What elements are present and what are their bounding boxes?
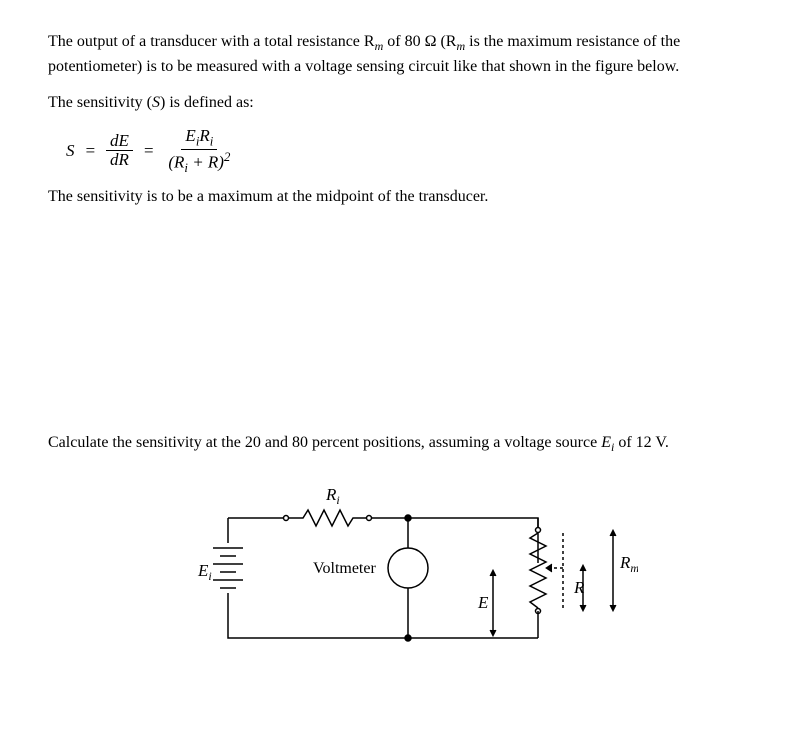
formula-eq2: = — [143, 138, 154, 164]
midpoint-note: The sensitivity is to be a maximum at th… — [48, 185, 758, 209]
formula-eq1: = — [85, 138, 96, 164]
text1a: The output of a transducer with a total … — [48, 33, 375, 50]
label-R: R — [573, 578, 585, 597]
label-E: E — [477, 593, 489, 612]
frac2-num: EiRi — [181, 127, 217, 149]
label-voltmeter: Voltmeter — [313, 560, 376, 577]
formula-lhs: S — [66, 138, 75, 164]
text2a: The sensitivity ( — [48, 94, 152, 111]
frac2-den: (Ri + R)2 — [164, 150, 234, 175]
text2b: ) is defined as: — [160, 94, 254, 111]
frac-dEdR: dE dR — [106, 132, 133, 170]
dR: dR — [106, 151, 133, 170]
text2s: S — [152, 94, 160, 111]
circuit-diagram: Ei Ri Voltmeter E R Rm — [48, 468, 758, 658]
sensitivity-formula: S = dE dR = EiRi (Ri + R)2 — [66, 127, 758, 174]
label-Ei: Ei — [197, 561, 212, 583]
text4-ei: E — [601, 434, 611, 451]
dE: dE — [106, 132, 133, 152]
text1-sub: m — [375, 39, 384, 53]
problem-intro: The output of a transducer with a total … — [48, 30, 758, 79]
question-prompt: Calculate the sensitivity at the 20 and … — [48, 431, 758, 456]
text4b: of 12 V. — [614, 434, 669, 451]
text4a: Calculate the sensitivity at the 20 and … — [48, 434, 601, 451]
label-Rm: Rm — [619, 553, 638, 575]
sensitivity-defined: The sensitivity (S) is defined as: — [48, 91, 758, 115]
vertical-gap — [48, 221, 758, 431]
label-Ri: Ri — [325, 485, 340, 507]
frac-EiRi: EiRi (Ri + R)2 — [164, 127, 234, 174]
text1b: of 80 Ω (R — [383, 33, 456, 50]
text1-sub2: m — [456, 39, 465, 53]
